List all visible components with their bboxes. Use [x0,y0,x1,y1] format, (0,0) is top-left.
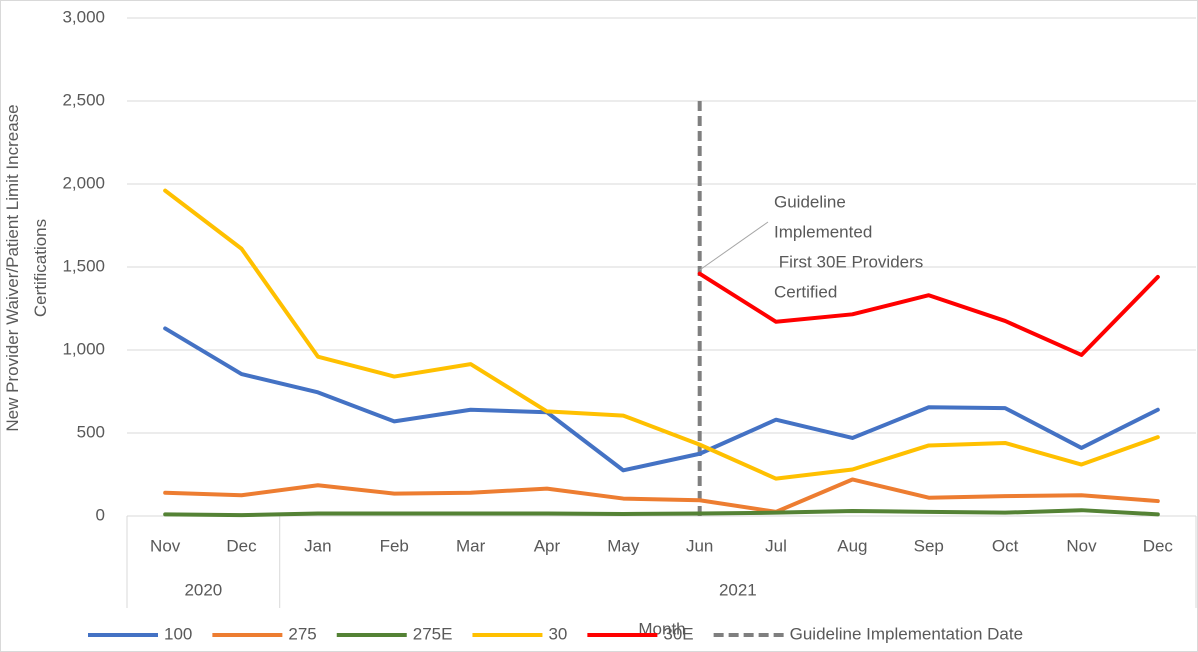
y-axis-label-line: New Provider Waiver/Patient Limit Increa… [3,104,22,431]
legend-label: 30 [548,624,567,643]
x-tick-label: Aug [837,536,867,555]
x-tick-label: Apr [534,536,561,555]
x-group-label: 2021 [719,580,757,599]
y-tick-label: 500 [77,422,105,441]
legend-label: 30E [663,624,693,643]
series-line [697,271,1160,357]
annotation: First 30E Providers [774,252,923,271]
annotation: Implemented [774,222,872,241]
x-tick-label: Nov [150,536,181,555]
x-tick-label: Sep [914,536,944,555]
series-line [163,508,1160,518]
legend-label: 275E [413,624,453,643]
x-tick-label: Oct [992,536,1019,555]
series-line [163,188,1160,481]
y-tick-label: 2,500 [62,90,105,109]
legend-label: 100 [164,624,192,643]
y-axis-label: New Provider Waiver/Patient Limit Increa… [3,104,50,431]
y-tick-label: 2,000 [62,173,105,192]
x-tick-label: Dec [1143,536,1174,555]
y-tick-label: 3,000 [62,7,105,26]
y-tick-label: 0 [96,505,105,524]
legend-label: 275 [288,624,316,643]
series-line [163,326,1160,473]
legend-label: Guideline Implementation Date [790,624,1023,643]
y-tick-label: 1,500 [62,256,105,275]
x-tick-label: May [607,536,640,555]
annotation: Certified [774,282,837,301]
annotation-leader [699,221,769,271]
x-tick-label: Jun [686,536,713,555]
x-tick-label: Nov [1066,536,1097,555]
y-axis-label-line: Certifications [31,219,50,317]
annotation: Guideline [774,192,846,211]
x-tick-label: Jan [304,536,331,555]
x-tick-label: Feb [380,536,409,555]
x-tick-label: Mar [456,536,486,555]
x-tick-label: Jul [765,536,787,555]
x-group-label: 2020 [184,580,222,599]
x-tick-label: Dec [226,536,257,555]
series-line [163,477,1160,514]
y-tick-label: 1,000 [62,339,105,358]
